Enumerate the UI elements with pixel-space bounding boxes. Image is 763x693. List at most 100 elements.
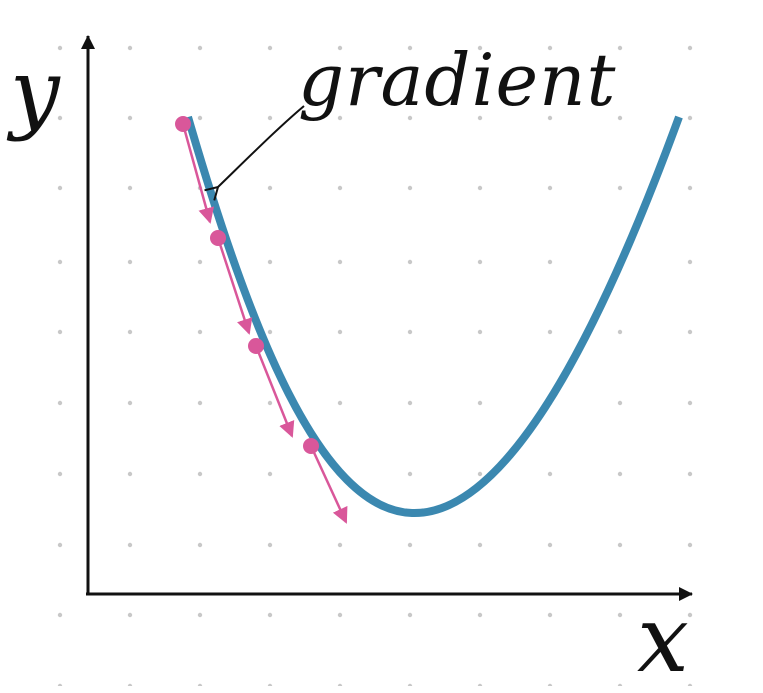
- grid-dot: [547, 259, 553, 265]
- grid-dot: [617, 612, 623, 618]
- grid-dot: [617, 45, 623, 51]
- grid-dot: [337, 683, 343, 686]
- grid-dot: [407, 683, 413, 686]
- step-point-4: [303, 438, 319, 454]
- grid-dot: [337, 185, 343, 191]
- step-point-2: [210, 230, 226, 246]
- grid-dot: [197, 115, 203, 121]
- grid-dot: [127, 471, 133, 477]
- grid-dot: [337, 400, 343, 406]
- grid-dot: [547, 612, 553, 618]
- grid-dot: [127, 45, 133, 51]
- grid-dot: [127, 115, 133, 121]
- grid-dot: [407, 115, 413, 121]
- grid-dot: [197, 45, 203, 51]
- grid-dot: [57, 185, 63, 191]
- grid-dot: [407, 542, 413, 548]
- y-axis-label: y: [10, 40, 60, 143]
- grid-dot: [687, 683, 693, 686]
- grid-dot: [687, 115, 693, 121]
- grid-dot: [617, 542, 623, 548]
- grid-dot: [477, 45, 483, 51]
- grid-dot: [547, 115, 553, 121]
- grid-dot: [267, 185, 273, 191]
- grid-dot: [407, 185, 413, 191]
- grid-dot: [407, 400, 413, 406]
- grid-dot: [477, 471, 483, 477]
- grid-dot: [477, 612, 483, 618]
- grid-dot: [407, 471, 413, 477]
- grid-dot: [57, 115, 63, 121]
- grid-dot: [687, 185, 693, 191]
- grid-dot: [57, 45, 63, 51]
- grid-dot: [57, 612, 63, 618]
- grid-dot: [617, 471, 623, 477]
- grid-dot: [57, 329, 63, 335]
- step-arrow-3: [254, 345, 295, 438]
- annotation-arrow: [204, 105, 305, 201]
- grid-dot: [197, 542, 203, 548]
- grid-dot: [57, 259, 63, 265]
- grid-dot: [617, 400, 623, 406]
- x-axis-label: x: [637, 586, 689, 693]
- grid-dot: [267, 612, 273, 618]
- grid-dot: [127, 329, 133, 335]
- grid-dot: [337, 329, 343, 335]
- grid-dot: [687, 45, 693, 51]
- dot-grid: [57, 45, 693, 686]
- grid-dot: [57, 471, 63, 477]
- grid-dot: [127, 400, 133, 406]
- grid-dot: [197, 612, 203, 618]
- grid-dot: [267, 400, 273, 406]
- step-point-3: [248, 338, 264, 354]
- grid-dot: [337, 542, 343, 548]
- grid-dot: [617, 683, 623, 686]
- grid-dot: [197, 683, 203, 686]
- grid-dot: [547, 542, 553, 548]
- grid-dot: [127, 683, 133, 686]
- grid-dot: [197, 329, 203, 335]
- grid-dot: [477, 115, 483, 121]
- grid-dot: [687, 329, 693, 335]
- grid-dot: [267, 259, 273, 265]
- grid-dot: [337, 45, 343, 51]
- grid-dot: [337, 115, 343, 121]
- grid-dot: [127, 542, 133, 548]
- grid-dot: [407, 259, 413, 265]
- grid-dot: [57, 683, 63, 686]
- grid-dot: [687, 259, 693, 265]
- grid-dot: [267, 683, 273, 686]
- grid-dot: [547, 683, 553, 686]
- grid-dot: [617, 185, 623, 191]
- grid-dot: [267, 115, 273, 121]
- grid-dot: [267, 471, 273, 477]
- grid-dot: [477, 400, 483, 406]
- gradient-steps: [175, 116, 348, 524]
- grid-dot: [197, 471, 203, 477]
- grid-dot: [477, 329, 483, 335]
- grid-dot: [127, 259, 133, 265]
- grid-dot: [407, 612, 413, 618]
- grid-dot: [197, 259, 203, 265]
- grid-dot: [267, 329, 273, 335]
- grid-dot: [617, 329, 623, 335]
- grid-dot: [127, 185, 133, 191]
- step-point-1: [175, 116, 191, 132]
- step-arrow-2: [216, 237, 253, 335]
- grid-dot: [407, 45, 413, 51]
- grid-dot: [547, 329, 553, 335]
- grid-dot: [267, 45, 273, 51]
- grid-dot: [477, 542, 483, 548]
- grid-dot: [547, 471, 553, 477]
- grid-dot: [267, 542, 273, 548]
- grid-dot: [477, 259, 483, 265]
- grid-dot: [57, 542, 63, 548]
- grid-dot: [547, 185, 553, 191]
- grid-dot: [687, 612, 693, 618]
- grid-dot: [617, 115, 623, 121]
- step-arrow-1: [181, 123, 214, 224]
- grid-dot: [477, 185, 483, 191]
- step-arrow-4: [309, 445, 348, 524]
- grid-dot: [337, 259, 343, 265]
